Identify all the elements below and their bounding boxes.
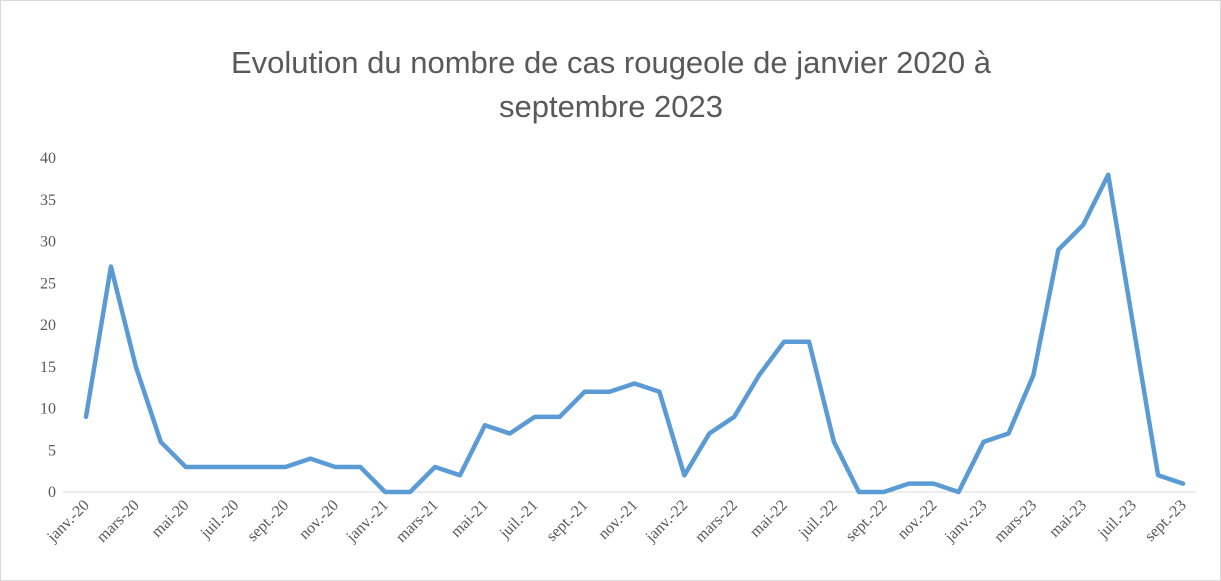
x-tick-label: juil.-23: [1094, 497, 1140, 543]
x-tick-label: juil.-20: [197, 497, 243, 543]
x-tick-label: janv.-20: [43, 497, 92, 546]
x-tick-label: nov.-22: [894, 497, 940, 543]
x-tick-label: juil.-21: [496, 497, 542, 543]
x-tick-label: sept.-21: [543, 497, 591, 545]
y-tick-label: 5: [48, 442, 56, 459]
y-tick-label: 15: [40, 359, 56, 376]
line-series: [83, 172, 1186, 495]
x-tick-label: sept.-20: [244, 497, 292, 545]
y-tick-label: 35: [40, 192, 56, 209]
x-tick-label: sept.-22: [842, 497, 890, 545]
x-tick-label: mai-21: [448, 497, 492, 541]
x-tick-label: sept.-23: [1142, 497, 1190, 545]
y-tick-label: 0: [48, 484, 56, 501]
x-tick-label: mars-20: [94, 497, 143, 546]
x-tick-label: mars-23: [991, 497, 1040, 546]
y-tick-label: 20: [40, 317, 56, 334]
x-tick-label: mai-22: [747, 497, 791, 541]
x-tick-label: juil.-22: [795, 497, 841, 543]
y-tick-label: 25: [40, 275, 56, 292]
x-tick-label: mars-22: [692, 497, 741, 546]
x-tick-label: mai-20: [148, 497, 192, 541]
chart-title: Evolution du nombre de cas rougeole de j…: [230, 45, 991, 124]
x-tick-label: nov.-20: [296, 497, 342, 543]
x-tick-label: janv.-23: [941, 497, 990, 546]
y-tick-label: 10: [40, 401, 56, 418]
x-tick-label: mai-23: [1046, 497, 1090, 541]
x-tick-label: mars-21: [393, 497, 442, 546]
y-tick-label: 40: [40, 150, 56, 167]
x-tick-label: janv.-22: [642, 497, 691, 546]
x-tick-label: nov.-21: [595, 497, 641, 543]
x-tick-label: janv.-21: [343, 497, 392, 546]
y-tick-label: 30: [40, 234, 56, 251]
